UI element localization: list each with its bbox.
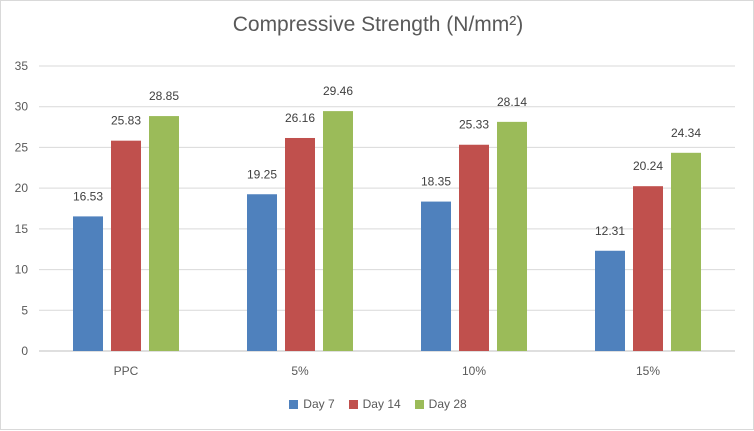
legend-label: Day 28 (428, 397, 467, 411)
bar-day-14 (285, 137, 315, 351)
y-tick-label: 20 (15, 181, 29, 195)
legend-label: Day 14 (362, 397, 401, 411)
y-tick-label: 5 (21, 303, 28, 317)
x-tick-label: 10% (462, 364, 486, 378)
data-label: 24.34 (671, 126, 701, 140)
data-label: 16.53 (73, 189, 103, 203)
data-label: 20.24 (633, 159, 663, 173)
y-tick-label: 0 (21, 344, 28, 358)
data-label: 28.14 (497, 95, 527, 109)
chart-title: Compressive Strength (N/mm²) (232, 13, 524, 36)
data-label: 25.33 (459, 118, 489, 132)
data-label: 26.16 (285, 111, 315, 125)
data-label: 19.25 (247, 167, 277, 181)
bar-day-14 (459, 144, 489, 351)
y-tick-label: 15 (15, 222, 29, 236)
x-tick-label: 15% (636, 364, 660, 378)
data-label: 25.83 (111, 114, 141, 128)
bar-day-7 (421, 201, 451, 351)
bar-day-28 (497, 121, 527, 351)
y-tick-label: 10 (15, 263, 29, 277)
legend-item: Day 14 (348, 397, 401, 411)
bar-day-7 (595, 250, 625, 351)
bar-day-7 (247, 194, 277, 351)
legend-item: Day 28 (414, 397, 467, 411)
y-tick-label: 25 (15, 140, 29, 154)
legend-swatch (348, 399, 358, 409)
bar-day-7 (73, 216, 103, 351)
bar-day-28 (149, 116, 179, 351)
legend-label: Day 7 (303, 397, 335, 411)
legend-swatch (289, 399, 299, 409)
y-tick-label: 35 (15, 59, 29, 73)
bar-day-14 (111, 140, 141, 351)
data-label: 18.35 (421, 175, 451, 189)
bar-day-28 (323, 111, 353, 352)
bar-day-14 (633, 186, 663, 351)
data-label: 29.46 (323, 84, 353, 98)
x-tick-label: PPC (114, 364, 139, 378)
legend-swatch (414, 399, 424, 409)
y-tick-label: 30 (15, 100, 29, 114)
data-label: 12.31 (595, 224, 625, 238)
legend: Day 7 Day 14 Day 28 (1, 397, 754, 411)
bar-day-28 (671, 152, 701, 351)
legend-item: Day 7 (289, 397, 335, 411)
x-tick-label: 5% (291, 364, 309, 378)
data-label: 28.85 (149, 89, 179, 103)
